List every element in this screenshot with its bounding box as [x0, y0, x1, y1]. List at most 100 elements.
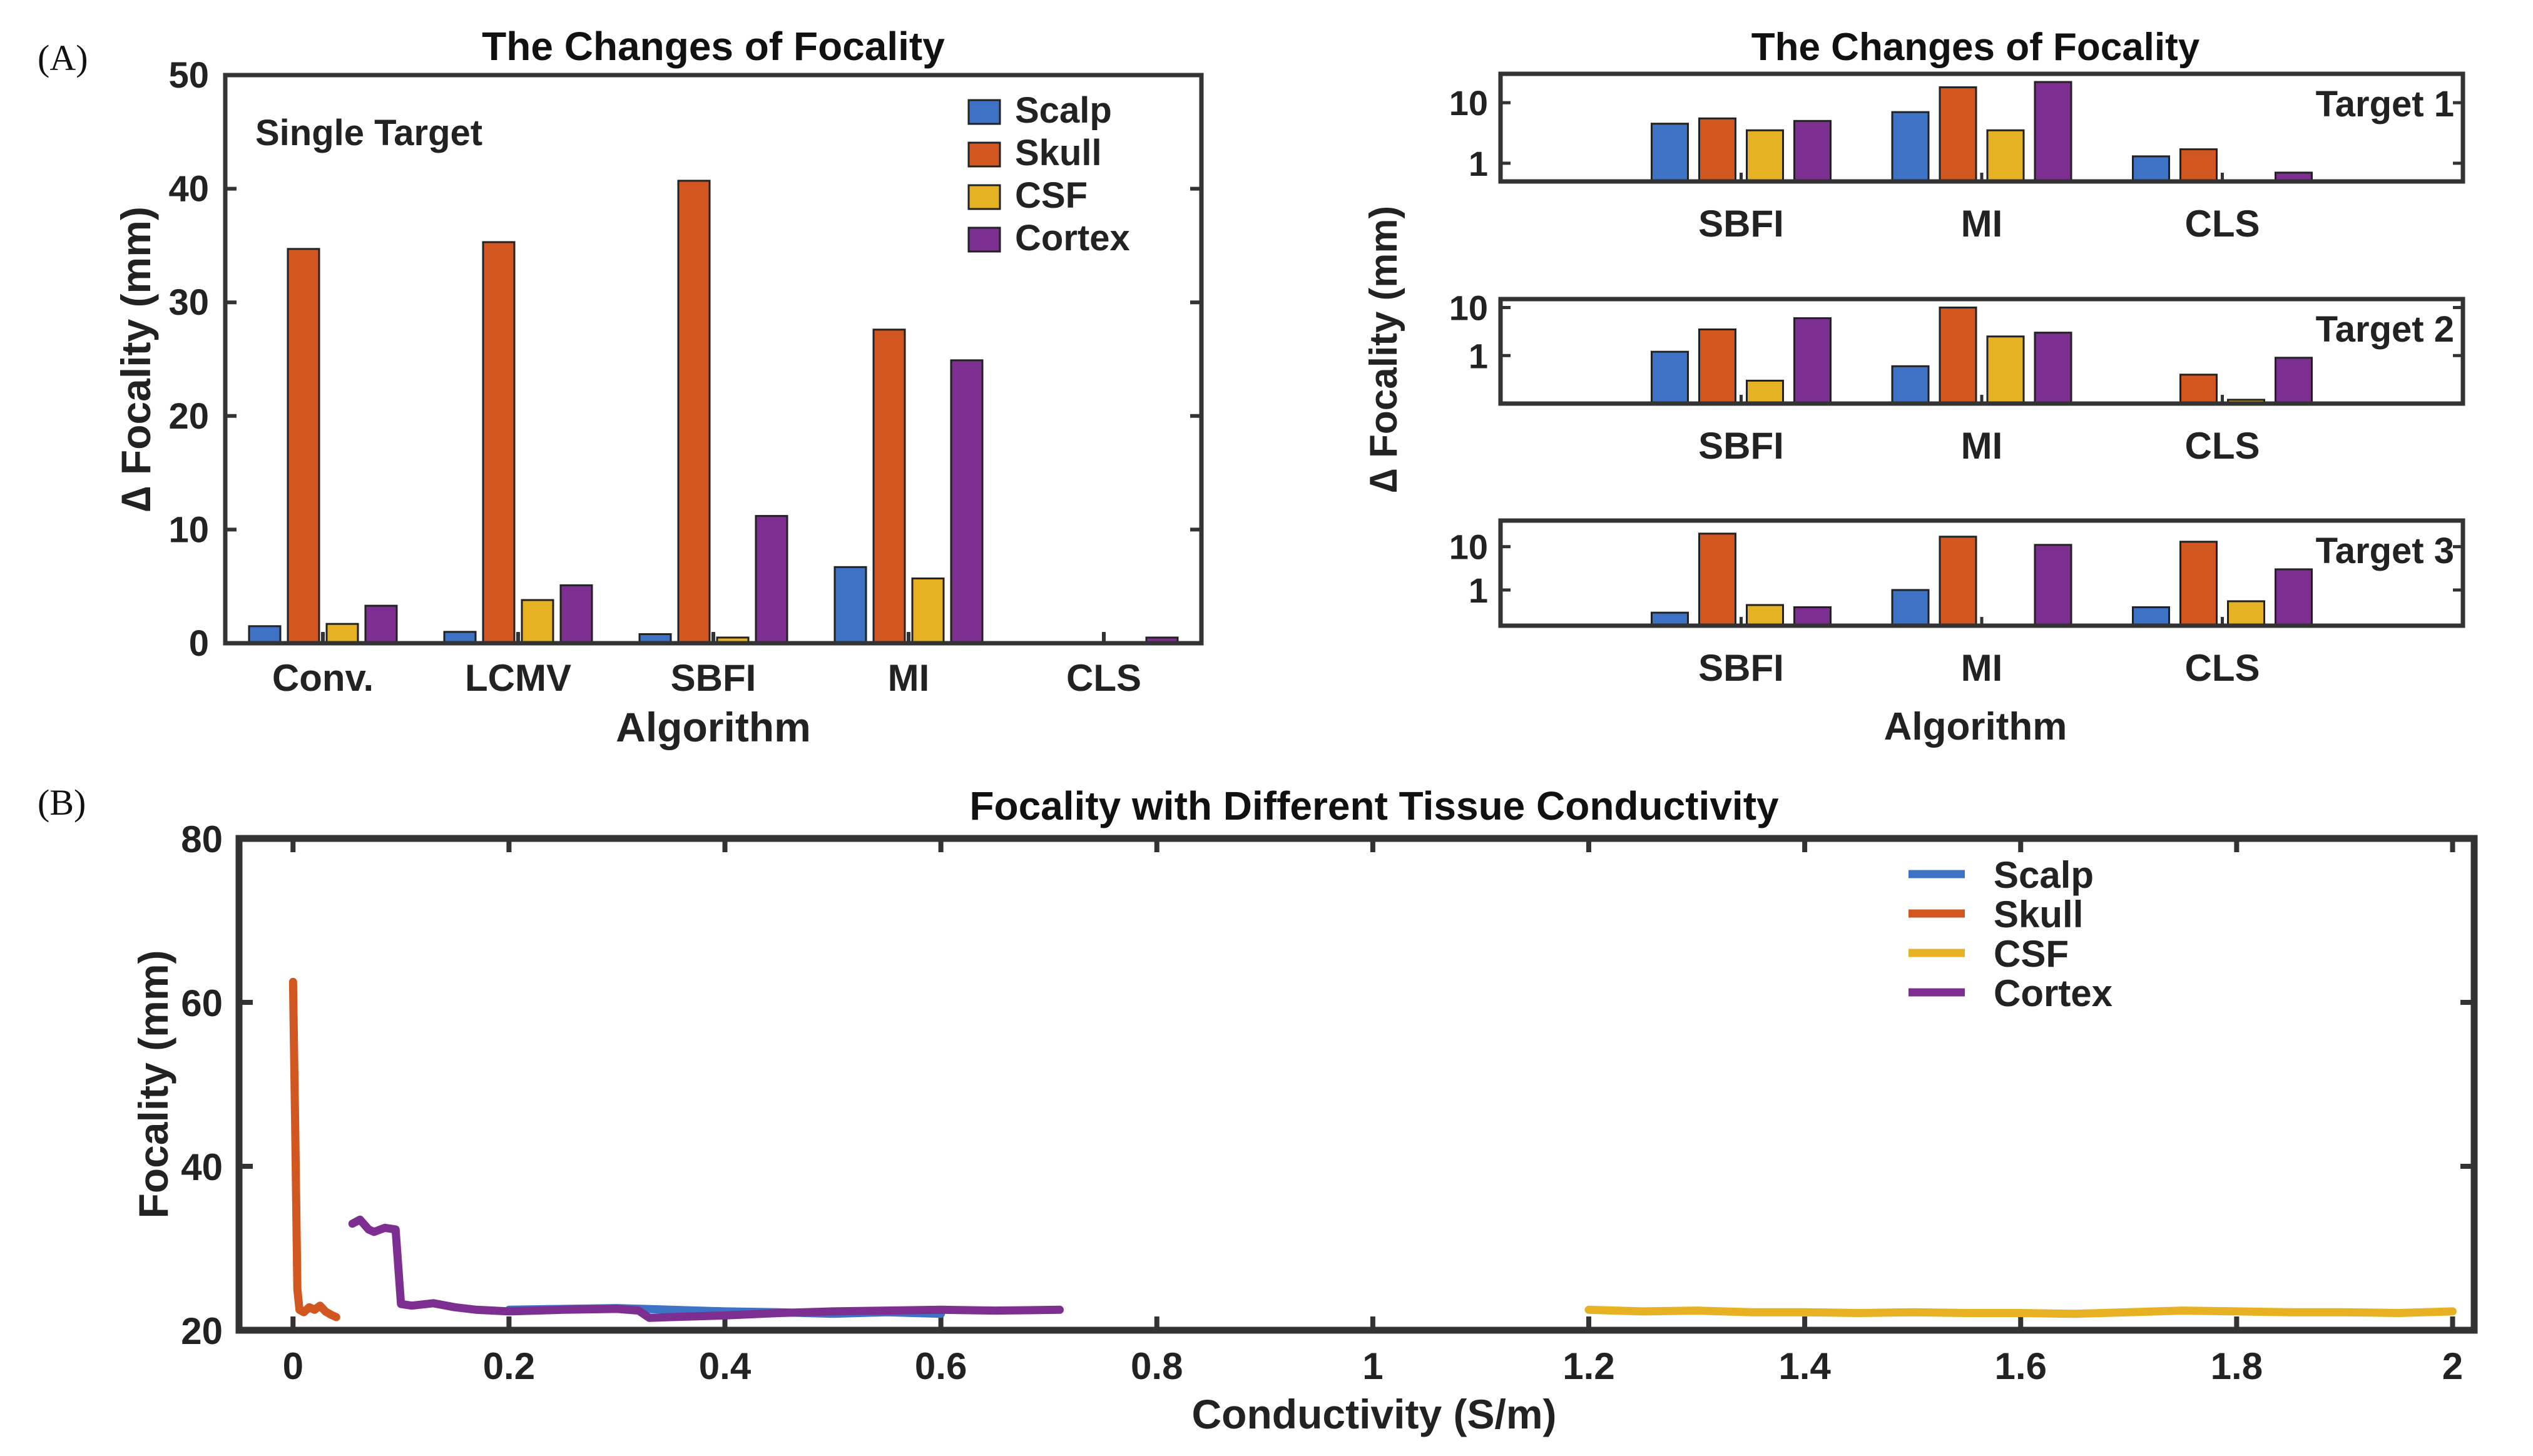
x-tick-label: 2 — [2442, 1345, 2463, 1387]
subplot-frame — [1498, 71, 2465, 184]
subplot-target-3: 1 10 SBFI MI CLS Target 3 — [1449, 518, 2465, 689]
y-tick-label: 80 — [181, 818, 223, 860]
y-tick-label: 0 — [189, 623, 209, 664]
bar-cortex — [1793, 120, 1832, 183]
y-tick-label: 30 — [168, 282, 209, 323]
subplot-target-label: Target 3 — [2316, 531, 2454, 571]
legend-label: Skull — [1994, 893, 2083, 935]
chart-a2-xlabel: Algorithm — [1884, 705, 2067, 748]
x-tick-label: CLS — [1066, 657, 1141, 699]
bar-skull — [872, 328, 906, 644]
legend-label: Scalp — [1994, 854, 2094, 896]
y-tick-label: 60 — [181, 982, 223, 1024]
bar-skull — [482, 241, 516, 644]
x-tick-label: MI — [1961, 203, 2003, 245]
bar-scalp — [2132, 606, 2170, 627]
bar-cortex — [364, 604, 398, 644]
bar-skull — [1939, 536, 1977, 627]
y-tick-label: 50 — [168, 55, 209, 96]
bar-skull — [1698, 117, 1736, 183]
chart-b-lines — [288, 977, 2457, 1322]
x-tick-label: MI — [1961, 425, 2003, 467]
legend-swatch-csf — [967, 184, 1001, 210]
subplot-frame — [1498, 518, 2465, 628]
x-tick-label: 1.8 — [2211, 1345, 2263, 1387]
bar-scalp — [2132, 155, 2170, 183]
panel-label-b: (B) — [38, 782, 86, 823]
bar-csf — [1746, 604, 1784, 627]
chart-a2-ylabel: ∆ Focality (mm) — [1362, 206, 1405, 492]
x-tick-label: 1.4 — [1778, 1345, 1831, 1387]
x-tick-label: Conv. — [272, 657, 374, 699]
x-tick-label: 0.8 — [1131, 1345, 1183, 1387]
x-tick-label: CLS — [2185, 647, 2260, 689]
bar-scalp — [833, 566, 867, 644]
bar-csf — [2227, 600, 2265, 627]
chart-a1-frame — [223, 73, 1204, 646]
y-tick-label: 40 — [168, 169, 209, 210]
legend-swatch-cortex — [967, 227, 1001, 253]
subplot-target-1: 1 10 SBFI MI CLS Target 1 — [1449, 71, 2465, 245]
bar-cortex — [1793, 317, 1832, 405]
x-tick-label: 0.4 — [699, 1345, 752, 1387]
subplot-frame — [1498, 297, 2465, 406]
chart-a1-annotation: Single Target — [255, 113, 482, 153]
bar-cortex — [950, 359, 984, 644]
x-tick-label: SBFI — [1698, 203, 1784, 245]
bar-cortex — [559, 584, 593, 644]
bar-csf — [911, 577, 945, 644]
chart-a1-axes: 0 10 20 30 40 50 Conv. LCMV SBFI MI CLS — [168, 55, 1201, 699]
bar-csf — [1986, 129, 2025, 183]
multi-target-bar-charts: The Changes of Focality 1 10 SBFI MI CLS Targ… — [1362, 26, 2465, 748]
x-tick-label: 0 — [283, 1345, 303, 1387]
series-line-csf — [1584, 1305, 2457, 1318]
bar-csf — [325, 623, 359, 644]
bar-skull — [1698, 532, 1736, 627]
bar-cortex — [2275, 357, 2313, 405]
bar-scalp — [1651, 350, 1689, 405]
bar-skull — [1698, 328, 1736, 405]
legend-label: CSF — [1015, 175, 1088, 216]
bar-skull — [1939, 86, 1977, 183]
y-tick-label: 10 — [168, 509, 209, 550]
bar-skull — [1939, 307, 1977, 405]
y-tick-label: 40 — [181, 1146, 223, 1188]
chart-b-frame — [235, 835, 2478, 1334]
chart-b-axes: 20 40 60 80 0 0.2 0.4 0.6 0.8 1 1.2 1.4 1.6 1.8 2 — [181, 818, 2474, 1387]
bar-scalp — [1651, 123, 1689, 183]
y-tick-label: 10 — [1449, 83, 1488, 123]
x-tick-label: CLS — [2185, 425, 2260, 467]
x-tick-label: 1.6 — [1995, 1345, 2047, 1387]
x-tick-label: 0.2 — [483, 1345, 535, 1387]
bar-skull — [2179, 148, 2218, 183]
conductivity-line-chart: Focality with Different Tissue Conductiv… — [130, 783, 2478, 1437]
chart-a1-xlabel: Algorithm — [616, 704, 811, 750]
bar-cortex — [2275, 568, 2313, 627]
chart-b-ylabel: Focality (mm) — [130, 950, 176, 1218]
x-tick-label: 1.2 — [1562, 1345, 1614, 1387]
legend-label: Cortex — [1994, 972, 2113, 1014]
bar-skull — [677, 180, 711, 644]
y-tick-label: 1 — [1469, 336, 1488, 375]
subplot-target-label: Target 2 — [2316, 309, 2454, 350]
chart-a2-subplots: 1 10 SBFI MI CLS Target 1 1 10 SBFI MI CLS Target 2… — [1449, 71, 2465, 689]
x-tick-label: SBFI — [1698, 647, 1784, 689]
legend-swatch-scalp — [967, 99, 1001, 125]
x-tick-label: SBFI — [671, 657, 757, 699]
series-line-cortex — [348, 1215, 1064, 1322]
bar-cortex — [2034, 544, 2072, 627]
bar-skull — [287, 248, 320, 644]
bar-skull — [2179, 374, 2218, 405]
y-tick-label: 1 — [1469, 144, 1488, 183]
bar-scalp — [1891, 589, 1930, 627]
bar-cortex — [2034, 81, 2072, 183]
x-tick-label: SBFI — [1698, 425, 1784, 467]
bar-csf — [1746, 129, 1784, 183]
bar-skull — [2179, 541, 2218, 627]
chart-b-xlabel: Conductivity (S/m) — [1191, 1391, 1556, 1437]
chart-b-title: Focality with Different Tissue Conductiv… — [969, 783, 1779, 828]
bar-scalp — [248, 625, 282, 644]
